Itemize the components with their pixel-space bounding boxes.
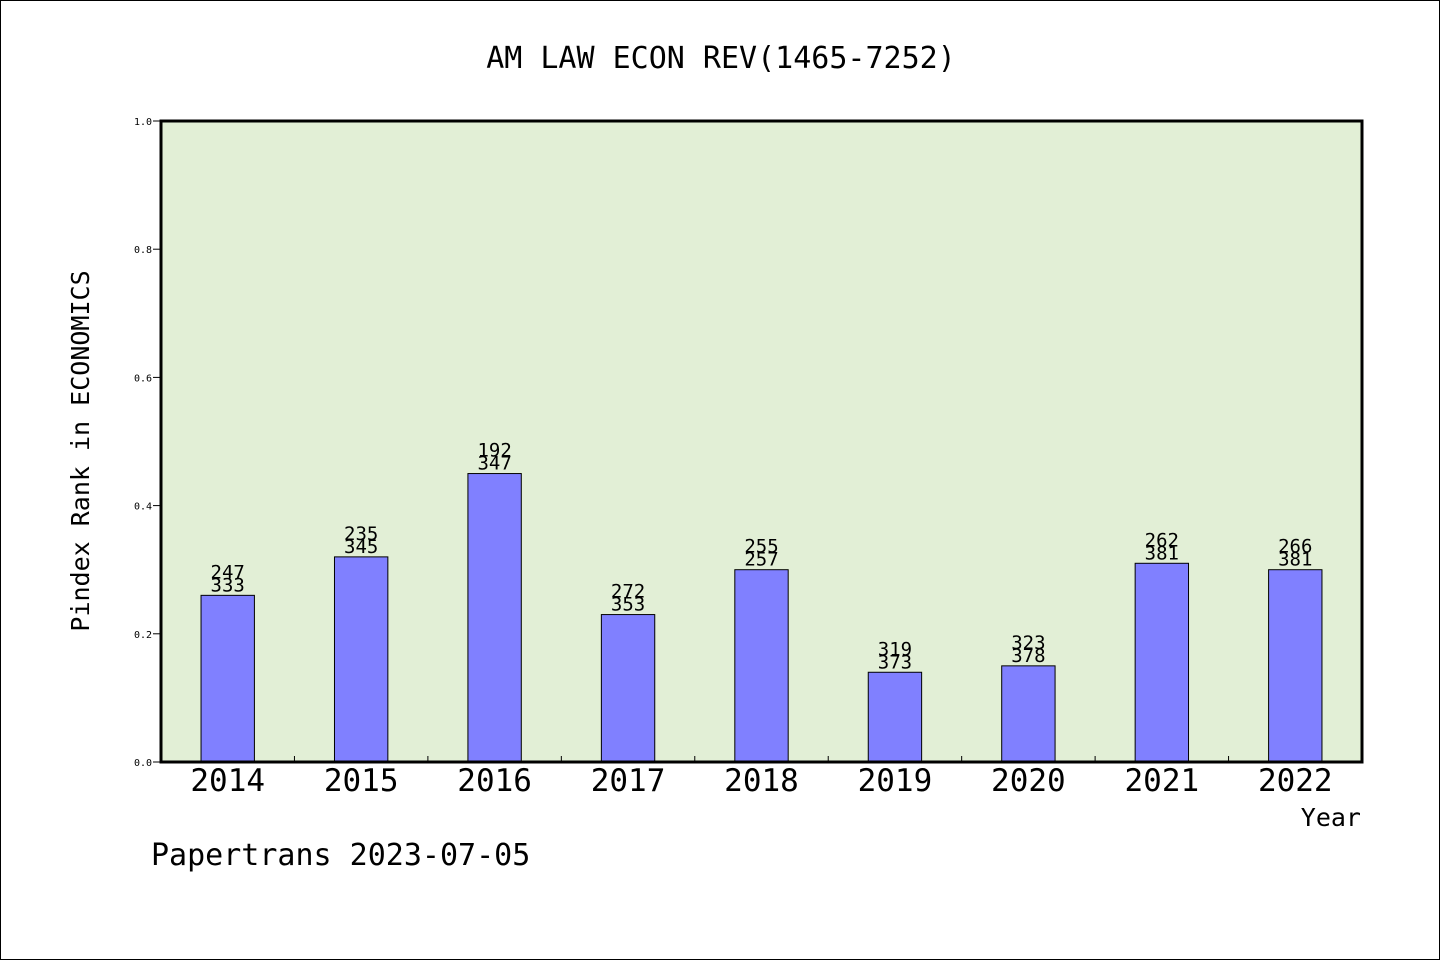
data-label-bottom: 381: [1145, 542, 1179, 564]
x-tick-label: 2015: [324, 763, 399, 799]
data-label-top: 323: [1011, 632, 1045, 654]
plot-border: [159, 119, 1364, 764]
y-tick-label: 0.8: [134, 245, 152, 256]
x-tick-label: 2019: [858, 763, 933, 799]
data-label-top: 262: [1145, 529, 1179, 551]
data-label-bottom: 347: [477, 453, 511, 475]
bar-2021: [1134, 562, 1190, 763]
x-tick-label: 2016: [457, 763, 532, 799]
bar-2020: [1001, 665, 1056, 763]
bar-2015: [333, 556, 389, 763]
data-label-top: 247: [211, 561, 245, 583]
x-tick-label: 2014: [190, 763, 265, 799]
data-label-top: 192: [477, 440, 511, 462]
data-label-bottom: 257: [744, 549, 778, 571]
bar-2017: [600, 614, 656, 763]
x-axis-label: Year: [1301, 803, 1361, 832]
data-label-bottom: 353: [611, 594, 645, 616]
data-label-bottom: 373: [878, 651, 912, 673]
y-tick-label: 1.0: [134, 117, 152, 128]
data-label-bottom: 378: [1011, 645, 1045, 667]
y-tick-label: 0.6: [134, 373, 152, 384]
y-tick-label: 0.4: [134, 502, 152, 513]
x-tick-label: 2021: [1125, 763, 1200, 799]
data-label-top: 266: [1278, 536, 1312, 558]
bar-2019: [867, 671, 923, 763]
bars-group: [200, 473, 1323, 763]
chart-title: AM LAW ECON REV(1465-7252): [486, 41, 956, 76]
bar-2014: [200, 594, 255, 763]
data-label-bottom: 381: [1278, 549, 1312, 571]
x-tick-label: 2018: [724, 763, 799, 799]
data-label-top: 235: [344, 523, 378, 545]
y-tick-label: 0.0: [134, 758, 152, 769]
data-label-bottom: 345: [344, 536, 378, 558]
x-tick-label: 2022: [1258, 763, 1333, 799]
y-tick-label: 0.2: [134, 630, 152, 641]
bar-2016: [467, 473, 522, 763]
x-tick-label: 2020: [991, 763, 1066, 799]
bar-2018: [734, 569, 789, 763]
data-label-top: 255: [744, 536, 778, 558]
bar-2022: [1268, 569, 1323, 763]
data-label-top: 272: [611, 581, 645, 603]
data-label-bottom: 333: [211, 574, 245, 596]
footer-text: Papertrans 2023-07-05: [151, 838, 530, 873]
x-axis: 2014 2015 2016 2017 2018 2019 2020 2021 2022: [190, 756, 1333, 799]
data-labels-group: 2473332353451923472723532552573193733233…: [211, 440, 1313, 674]
y-axis: 0.0 0.2 0.4 0.6 0.8 1.0: [134, 117, 161, 769]
x-tick-label: 2017: [591, 763, 666, 799]
data-label-top: 319: [878, 638, 912, 660]
y-axis-label: Pindex Rank in ECONOMICS: [66, 270, 95, 631]
